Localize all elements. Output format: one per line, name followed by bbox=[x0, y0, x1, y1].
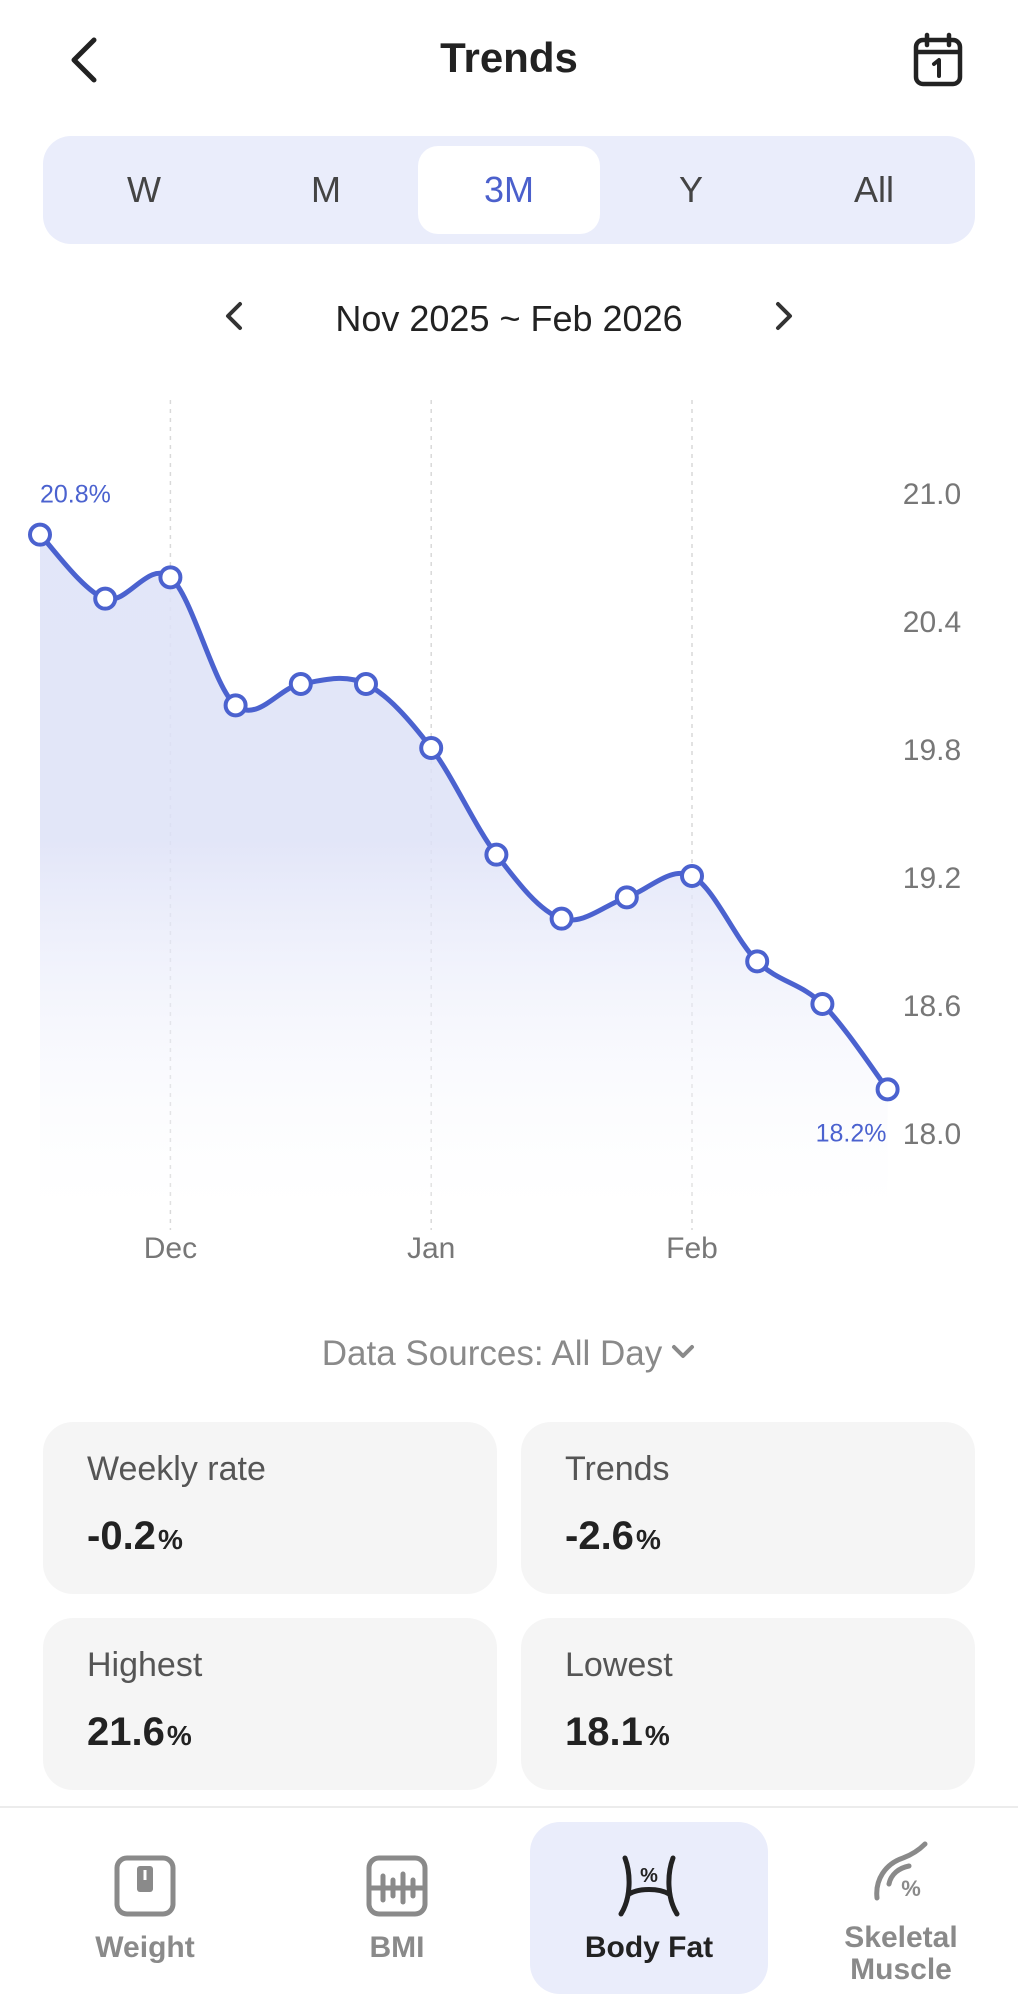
tab-all[interactable]: All bbox=[853, 169, 894, 210]
data-point bbox=[745, 949, 770, 974]
trends-label: Trends bbox=[565, 1450, 670, 1488]
data-point bbox=[288, 672, 313, 696]
chevron-right-icon bbox=[776, 302, 792, 330]
y-tick-label: 21.0 bbox=[903, 478, 961, 511]
body-fat-icon: % bbox=[618, 1855, 680, 1917]
tab-bmi[interactable]: BMI bbox=[278, 1822, 516, 1994]
x-tick-label: Dec bbox=[144, 1232, 197, 1265]
tab-body-fat-label: Body Fat bbox=[584, 1931, 714, 1964]
date-range-nav: Nov 2025 ~ Feb 2026 bbox=[0, 280, 1018, 352]
weekly-rate-value: -0.2% bbox=[87, 1514, 183, 1558]
data-sources-label: Data Sources: All Day bbox=[321, 1334, 663, 1373]
data-point bbox=[875, 1077, 900, 1102]
trends-card: Trends -2.6% bbox=[521, 1422, 975, 1594]
data-point bbox=[223, 693, 248, 718]
start-value-label: 20.8% bbox=[40, 481, 111, 509]
tab-weight-label: Weight bbox=[95, 1931, 195, 1964]
period-selector: W M 3M Y All bbox=[43, 136, 975, 244]
previous-range-button[interactable] bbox=[212, 292, 256, 340]
chevron-left-icon bbox=[226, 302, 242, 330]
y-tick-label: 19.8 bbox=[903, 734, 961, 767]
chart-canvas: Dec Jan Feb 21.0 20.4 19.8 19.2 18.6 18.0 20.8% 18… bbox=[28, 400, 961, 1265]
data-point bbox=[93, 586, 118, 611]
trends-value: -2.6% bbox=[565, 1514, 661, 1558]
highest-value: 21.6% bbox=[87, 1710, 192, 1754]
next-range-button[interactable] bbox=[762, 292, 806, 340]
svg-text:%: % bbox=[640, 1865, 658, 1887]
body-fat-chart: Dec Jan Feb 21.0 20.4 19.8 19.2 18.6 18.0 20.8% 18… bbox=[0, 380, 1018, 1280]
lowest-card: Lowest 18.1% bbox=[521, 1618, 975, 1790]
calendar-button[interactable] bbox=[908, 30, 968, 90]
tab-year[interactable]: Y bbox=[678, 169, 703, 210]
data-point bbox=[28, 522, 52, 547]
tab-3-months[interactable]: 3M bbox=[418, 146, 600, 234]
weekly-rate-label: Weekly rate bbox=[87, 1450, 266, 1488]
header: Trends bbox=[0, 0, 1018, 124]
skeletal-muscle-icon: % bbox=[874, 1841, 928, 1901]
tab-skeletal-muscle-label: Skeletal Muscle bbox=[844, 1921, 958, 1986]
date-range-label: Nov 2025 ~ Feb 2026 bbox=[335, 298, 683, 339]
data-point bbox=[549, 906, 574, 931]
data-point bbox=[419, 736, 444, 760]
y-tick-label: 18.6 bbox=[903, 990, 961, 1023]
lowest-label: Lowest bbox=[565, 1646, 673, 1684]
data-point bbox=[354, 672, 378, 696]
x-tick-label: Jan bbox=[407, 1232, 455, 1265]
lowest-value: 18.1% bbox=[565, 1710, 670, 1754]
svg-text:%: % bbox=[901, 1876, 921, 1901]
y-tick-label: 18.0 bbox=[903, 1118, 961, 1151]
data-point bbox=[614, 885, 639, 910]
y-tick-label: 20.4 bbox=[903, 606, 961, 639]
calendar-icon bbox=[913, 32, 963, 87]
weekly-rate-card: Weekly rate -0.2% bbox=[43, 1422, 497, 1594]
chevron-down-icon bbox=[672, 1344, 695, 1358]
data-point bbox=[680, 864, 704, 888]
data-point bbox=[484, 842, 509, 867]
tab-week[interactable]: W bbox=[127, 169, 161, 210]
end-value-label: 18.2% bbox=[816, 1119, 887, 1147]
tab-month[interactable]: M bbox=[311, 169, 341, 210]
data-point bbox=[810, 992, 835, 1016]
bmi-icon bbox=[366, 1855, 428, 1917]
bottom-tab-bar: Weight BMI % Body Fat % Skeletal Muscle bbox=[0, 1806, 1018, 2000]
chart-area bbox=[40, 534, 888, 1210]
highest-card: Highest 21.6% bbox=[43, 1618, 497, 1790]
chevron-left-icon bbox=[71, 37, 97, 83]
tab-body-fat[interactable]: % Body Fat bbox=[530, 1822, 768, 1994]
highest-label: Highest bbox=[87, 1646, 203, 1684]
data-sources-dropdown[interactable]: Data Sources: All Day bbox=[0, 1334, 1018, 1374]
x-tick-label: Feb bbox=[666, 1232, 718, 1265]
tab-bmi-label: BMI bbox=[369, 1931, 425, 1964]
y-tick-label: 19.2 bbox=[903, 862, 961, 895]
page-title: Trends bbox=[440, 34, 578, 81]
tab-skeletal-muscle[interactable]: % Skeletal Muscle bbox=[782, 1822, 1018, 1994]
scale-icon bbox=[114, 1855, 176, 1917]
back-button[interactable] bbox=[58, 30, 114, 90]
data-point bbox=[158, 565, 183, 590]
tab-weight[interactable]: Weight bbox=[26, 1822, 264, 1994]
